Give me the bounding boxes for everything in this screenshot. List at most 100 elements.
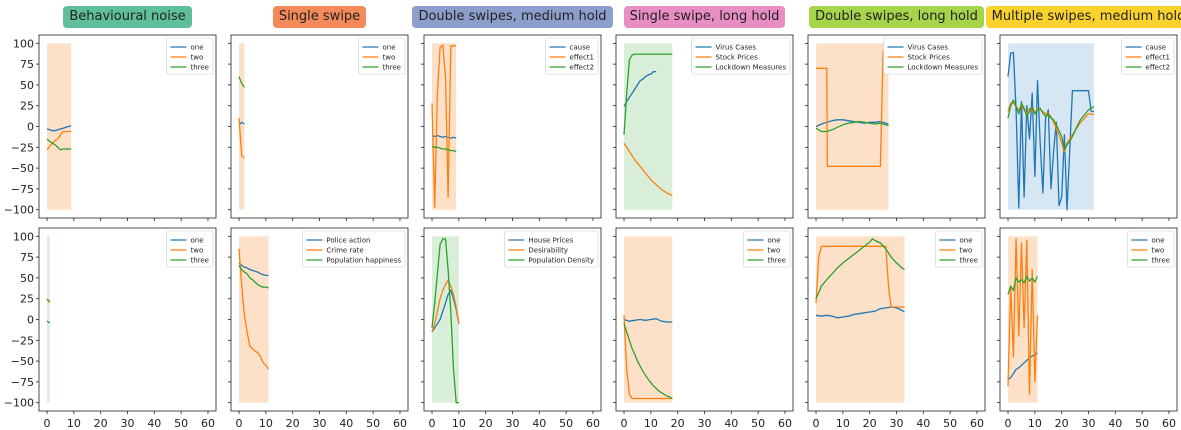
- legend-box: [302, 230, 406, 268]
- x-tick-label: 40: [532, 417, 546, 430]
- legend-label: two: [382, 54, 395, 62]
- shaded-region: [624, 43, 673, 210]
- shaded-region: [816, 236, 905, 403]
- x-tick-label: 60: [970, 417, 984, 430]
- x-tick-label: 40: [147, 417, 161, 430]
- y-tick-label: 100: [13, 230, 34, 243]
- x-tick-label: 60: [201, 417, 215, 430]
- x-tick-label: 0: [429, 417, 436, 430]
- legend-label: Stock Prices: [716, 54, 759, 62]
- legend-label: one: [1151, 237, 1164, 245]
- series-line: [46, 138, 72, 151]
- x-tick-label: 60: [778, 417, 792, 430]
- legend-label: Desirability: [528, 247, 568, 255]
- y-tick-label: 50: [20, 272, 34, 285]
- series-line: [46, 130, 72, 151]
- legend: House Prices Desirability Population Densi…: [504, 230, 599, 268]
- series-group: [623, 315, 673, 400]
- legend-label: three: [190, 257, 209, 265]
- series-line: [623, 70, 657, 107]
- x-tick-label: 30: [890, 417, 904, 430]
- column-title: Double swipes, medium hold: [412, 6, 613, 28]
- legend-label: three: [190, 64, 209, 72]
- legend-label: three: [767, 257, 786, 265]
- x-tick-label: 50: [943, 417, 957, 430]
- x-tick-label: 60: [586, 417, 600, 430]
- series-line: [623, 142, 673, 197]
- y-tick-label: −75: [11, 376, 34, 389]
- series-line: [238, 76, 245, 88]
- legend-label: one: [959, 237, 972, 245]
- x-tick-label: 0: [236, 417, 243, 430]
- series-line: [46, 125, 72, 132]
- series-line: [46, 298, 51, 302]
- chart-panel: cause effect1 effect2: [421, 34, 602, 221]
- legend: one two three: [1127, 230, 1175, 268]
- legend-label: Population happiness: [326, 257, 401, 265]
- series-line: [623, 323, 673, 400]
- x-tick-label: 0: [44, 417, 51, 430]
- legend-label: two: [959, 247, 972, 255]
- shaded-region: [816, 43, 889, 210]
- legend-label: one: [767, 237, 780, 245]
- chart-panel: 0 10 20 30 40 50 60 one two three: [997, 227, 1178, 430]
- legend-label: three: [1151, 257, 1170, 265]
- legend: one two three: [166, 37, 214, 75]
- series-group: [815, 238, 905, 319]
- series-line: [1007, 51, 1094, 211]
- legend-label: one: [190, 237, 203, 245]
- column-title: Behavioural noise: [63, 6, 192, 28]
- series-group: [238, 76, 245, 159]
- legend-label: effect1: [1146, 54, 1170, 62]
- y-tick-label: −25: [11, 334, 34, 347]
- shaded-region: [239, 43, 245, 210]
- series-line: [815, 120, 889, 133]
- legend-label: Virus Cases: [716, 44, 757, 52]
- column-title: Single swipe: [272, 6, 367, 28]
- series-group: [1007, 238, 1039, 396]
- series-group: [431, 238, 460, 404]
- y-tick-label: 25: [20, 100, 34, 113]
- y-tick-label: −50: [11, 355, 34, 368]
- y-tick-label: −75: [11, 183, 34, 196]
- series-line: [1007, 275, 1039, 295]
- x-tick-label: 20: [1055, 417, 1069, 430]
- legend: one two three: [358, 37, 406, 75]
- x-tick-label: 30: [121, 417, 135, 430]
- legend-label: Stock Prices: [908, 54, 951, 62]
- series-line: [431, 145, 457, 153]
- legend-box: [504, 230, 599, 268]
- series-group: [46, 125, 72, 151]
- x-tick-label: 0: [621, 417, 628, 430]
- series-line: [238, 262, 269, 277]
- x-tick-label: 60: [393, 417, 407, 430]
- series-line: [431, 238, 459, 404]
- x-tick-label: 40: [724, 417, 738, 430]
- series-line: [431, 289, 460, 333]
- x-tick-label: 40: [1108, 417, 1122, 430]
- y-tick-label: 0: [27, 121, 34, 134]
- legend: cause effect1 effect2: [545, 37, 599, 75]
- x-tick-label: 10: [67, 417, 81, 430]
- x-tick-label: 50: [366, 417, 380, 430]
- shaded-region: [239, 236, 269, 403]
- legend-label: two: [190, 54, 203, 62]
- legend: cause effect1 effect2: [1121, 37, 1175, 75]
- series-line: [238, 118, 245, 159]
- series-line: [623, 53, 673, 135]
- x-tick-label: 30: [698, 417, 712, 430]
- series-line: [815, 238, 905, 299]
- x-tick-label: 60: [1162, 417, 1176, 430]
- series-line: [1007, 102, 1095, 153]
- legend-label: effect1: [570, 54, 594, 62]
- series-group: [46, 298, 51, 324]
- y-tick-label: 25: [20, 293, 34, 306]
- series-line: [815, 119, 889, 128]
- legend-box: [883, 37, 983, 75]
- legend: Police action Crime rate Population happin…: [302, 230, 406, 268]
- legend-label: cause: [570, 44, 591, 52]
- legend-label: one: [382, 44, 395, 52]
- x-tick-label: 10: [836, 417, 850, 430]
- x-tick-label: 20: [479, 417, 493, 430]
